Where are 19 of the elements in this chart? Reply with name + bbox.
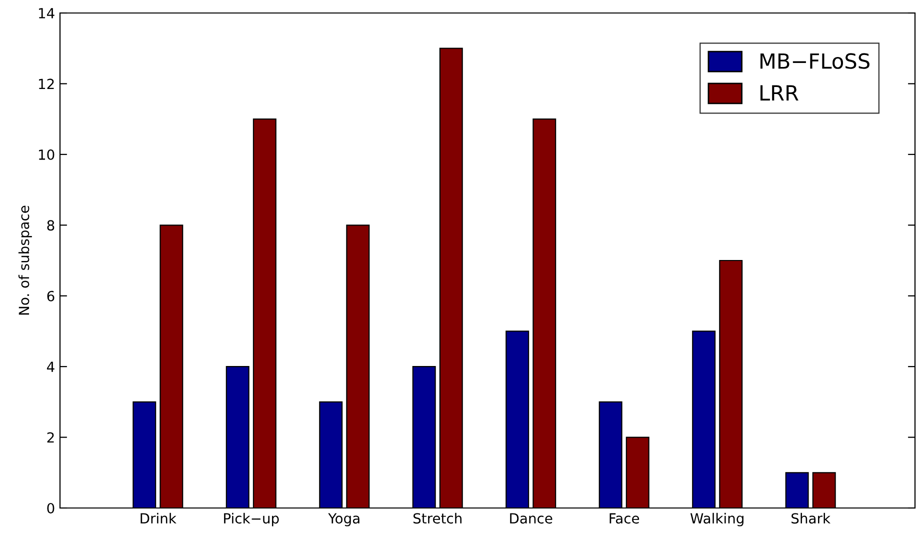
y-tick-label: 8 — [47, 220, 54, 231]
legend-label: MB−FLoSS — [760, 53, 870, 69]
y-tick-label: 0 — [47, 502, 54, 514]
x-tick-label: Stretch — [413, 512, 462, 524]
x-tick-label: Dance — [510, 513, 552, 524]
y-tick-label: 12 — [38, 78, 54, 89]
x-tick-label: Face — [610, 513, 640, 524]
y-axis-title: No. of subspace — [18, 206, 32, 315]
x-tick-label: Pick−up — [224, 512, 279, 526]
y-tick-label: 6 — [47, 290, 54, 302]
y-tick-label: 2 — [47, 432, 54, 443]
x-tick-label: Drink — [140, 512, 176, 524]
y-tick-label: 4 — [46, 362, 54, 372]
x-tick-label: Yoga — [328, 513, 360, 526]
x-tick-label: Shark — [792, 512, 830, 524]
legend-label: LRR — [760, 85, 798, 100]
x-tick-label: Walking — [690, 512, 744, 526]
y-tick-label: 14 — [38, 8, 54, 18]
y-tick-label: 10 — [38, 149, 54, 160]
